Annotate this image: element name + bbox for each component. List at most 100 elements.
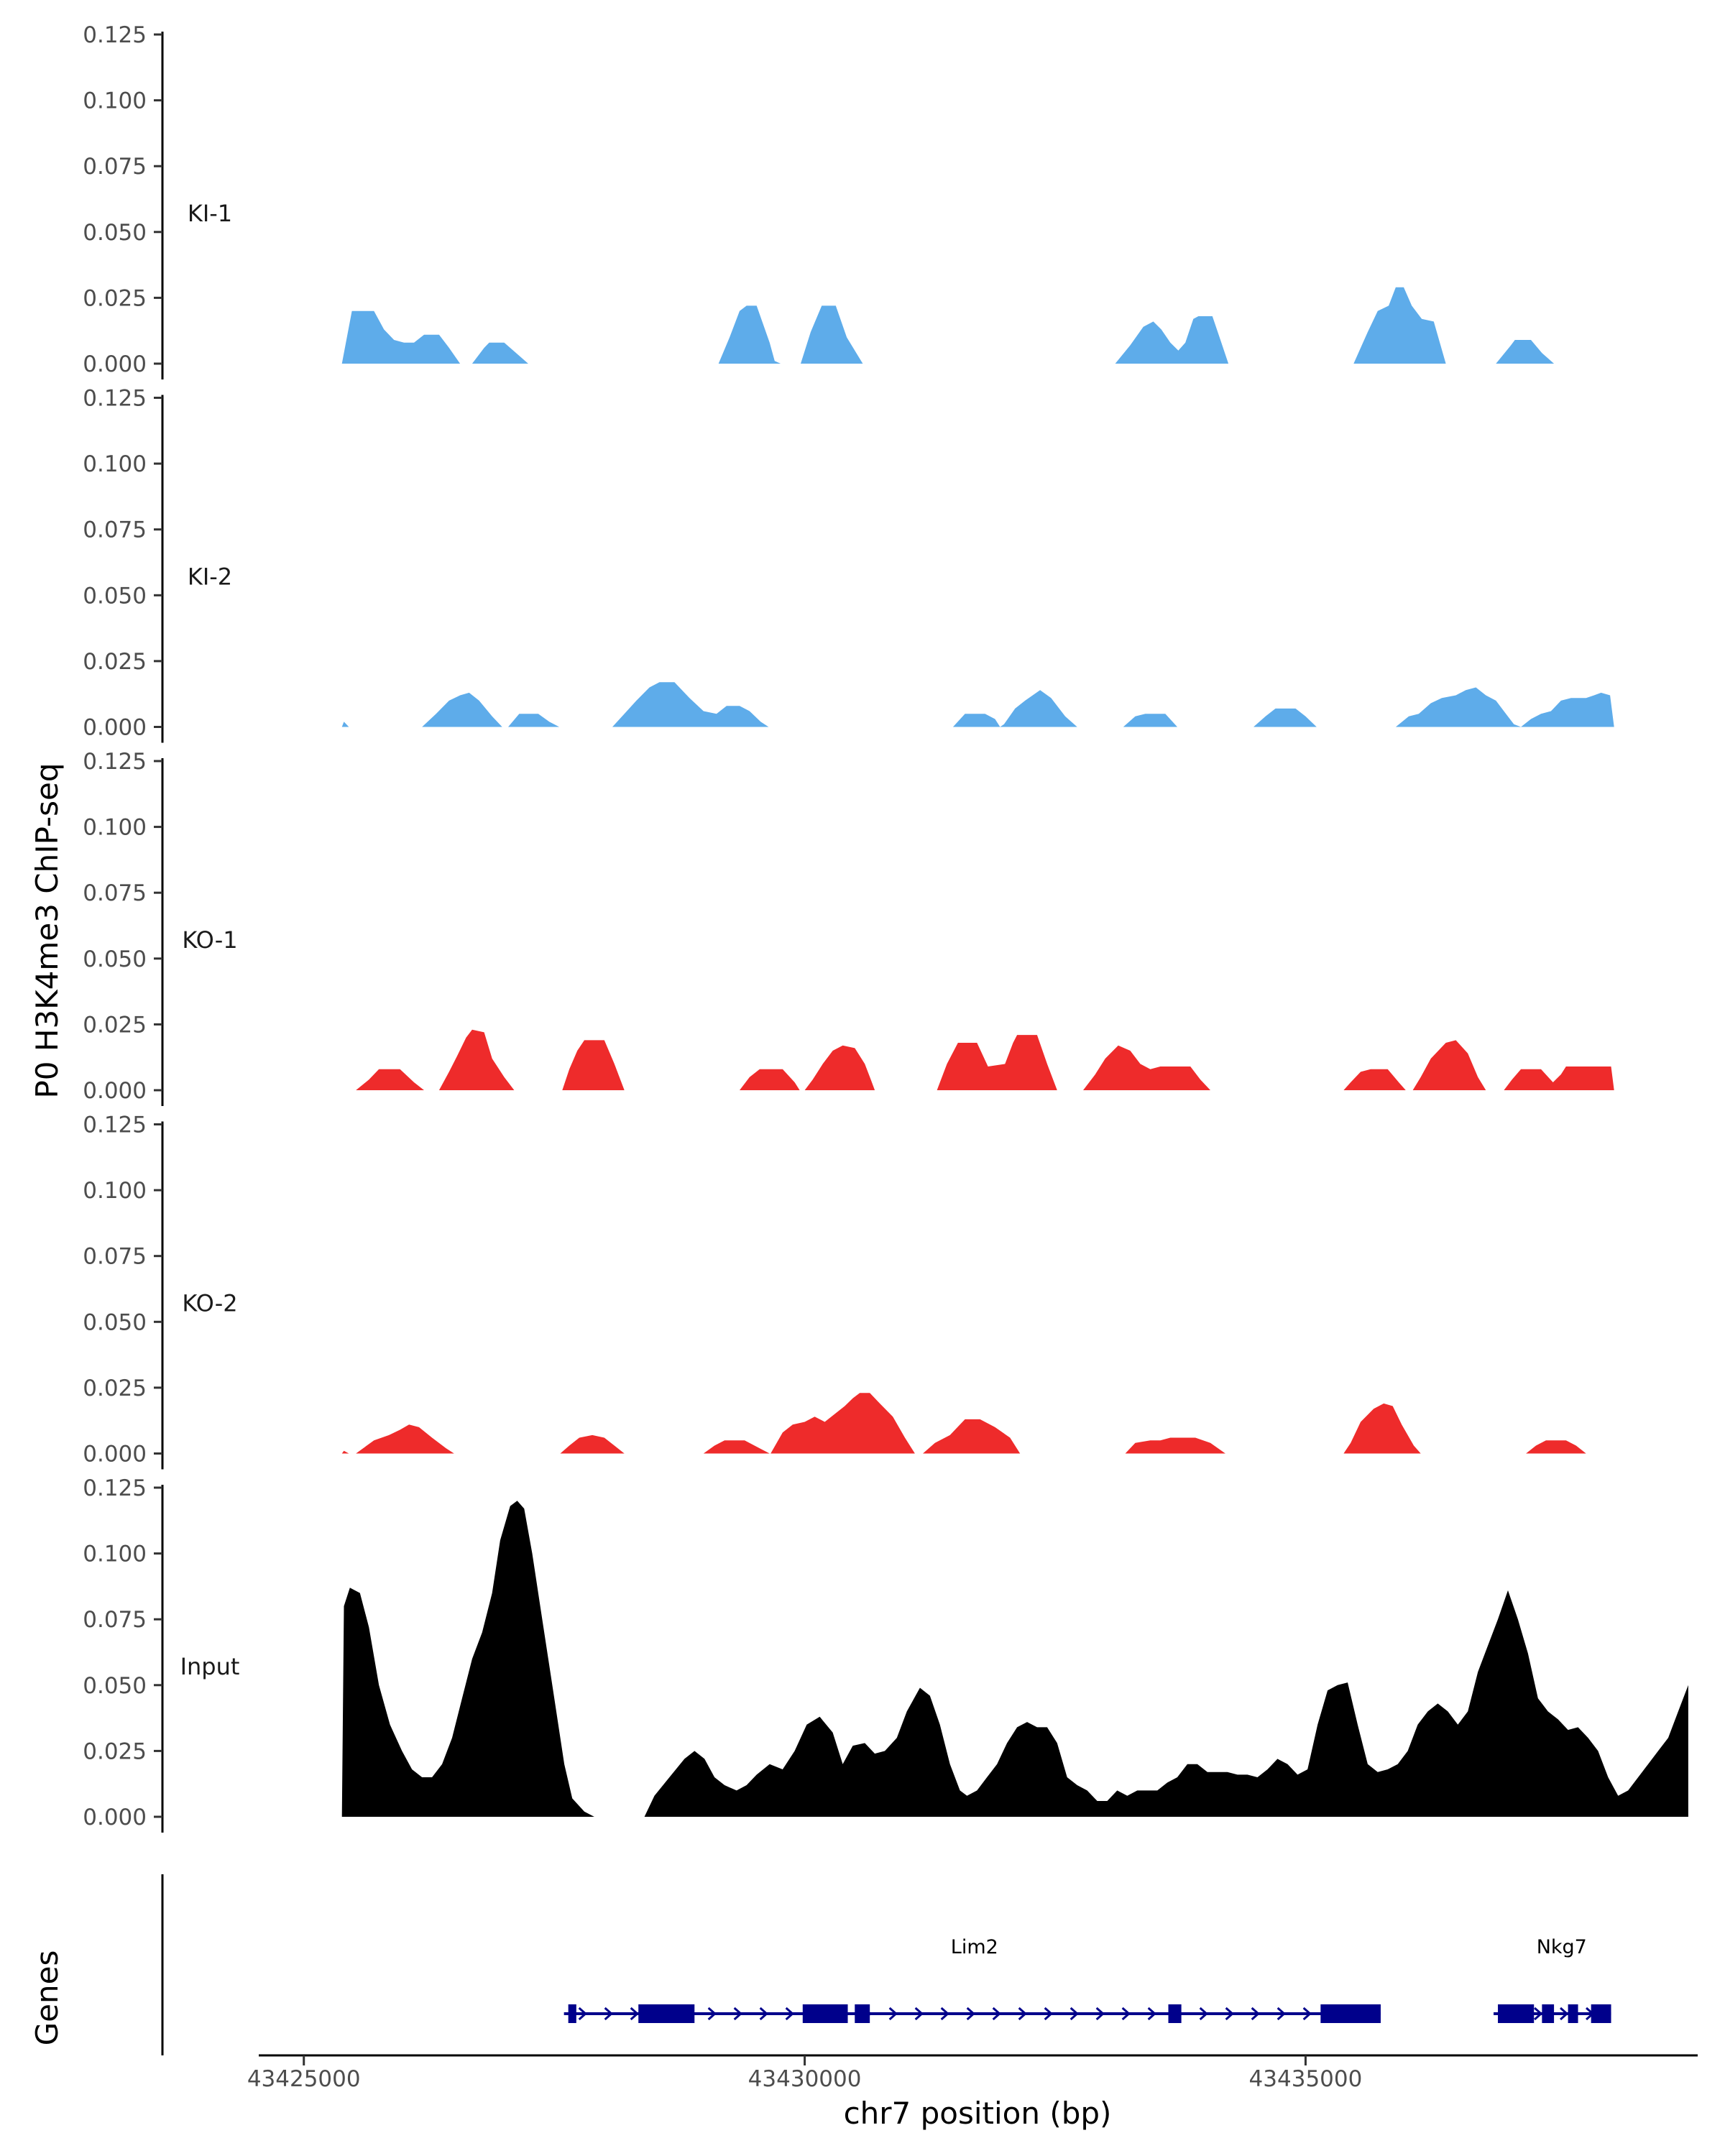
y-tick-label: 0.125 bbox=[83, 386, 147, 412]
y-tick-label: 0.075 bbox=[83, 1244, 147, 1270]
track-ki-2: 0.000 0.025 0.050 0.075 0.100 0.125 KI-2 bbox=[83, 386, 1614, 743]
y-tick-label: 0.050 bbox=[83, 1309, 147, 1335]
strand-arrow bbox=[1534, 2007, 1543, 2021]
y-tick-label: 0.125 bbox=[83, 1475, 147, 1501]
strand-arrow bbox=[1147, 2007, 1156, 2021]
y-tick-label: 0.075 bbox=[83, 880, 147, 906]
signal-peak bbox=[1254, 708, 1317, 727]
track-ki-1: 0.000 0.025 0.050 0.075 0.100 0.125 KI-1 bbox=[83, 22, 1555, 379]
signal-peak bbox=[472, 342, 528, 364]
strand-arrow bbox=[888, 2007, 898, 2021]
gene-label: Lim2 bbox=[951, 1936, 998, 1958]
strand-arrow bbox=[630, 2007, 639, 2021]
signal-peak bbox=[356, 1424, 454, 1454]
signal-peak bbox=[1343, 1403, 1421, 1454]
signal-peak bbox=[1412, 1040, 1486, 1090]
x-tick-label: 43435000 bbox=[1249, 2066, 1363, 2092]
signal-tracks: 0.0000.0250.0500.0750.1000.125KI-10.0000… bbox=[83, 22, 1688, 1833]
strand-arrow bbox=[733, 2007, 742, 2021]
signal-peak bbox=[341, 722, 349, 727]
strand-arrow bbox=[1095, 2007, 1105, 2021]
signal-peak bbox=[804, 1045, 875, 1090]
strand-arrow bbox=[1560, 2007, 1569, 2021]
genes-axis-title: Genes bbox=[29, 1950, 65, 2046]
exon-box bbox=[1542, 2004, 1555, 2023]
y-tick-label: 0.025 bbox=[83, 285, 147, 311]
y-tick-label: 0.000 bbox=[83, 1805, 147, 1830]
track-ko-2: 0.000 0.025 0.050 0.075 0.100 0.125 KO-2 bbox=[83, 1112, 1586, 1470]
y-tick-label: 0.125 bbox=[83, 22, 147, 48]
strand-arrow bbox=[1121, 2007, 1131, 2021]
exon-box bbox=[1591, 2004, 1611, 2023]
exon-box bbox=[1320, 2004, 1381, 2023]
y-tick-label: 0.025 bbox=[83, 649, 147, 675]
signal-peak bbox=[952, 690, 1077, 727]
y-tick-label: 0.000 bbox=[83, 715, 147, 741]
x-tick-label: 43430000 bbox=[748, 2066, 862, 2092]
y-tick-label: 0.100 bbox=[83, 1542, 147, 1567]
y-tick-label: 0.100 bbox=[83, 1178, 147, 1204]
signal-peak bbox=[801, 305, 863, 364]
x-axis-title: chr7 position (bp) bbox=[844, 2096, 1112, 2131]
track-label: KO-2 bbox=[182, 1290, 237, 1317]
y-tick-label: 0.075 bbox=[83, 154, 147, 180]
track-label: KI-2 bbox=[188, 563, 232, 591]
y-tick-label: 0.050 bbox=[83, 1673, 147, 1699]
signal-peak bbox=[937, 1035, 1057, 1090]
signal-peak bbox=[1115, 316, 1229, 364]
gene-label: Nkg7 bbox=[1537, 1936, 1587, 1958]
y-tick-label: 0.100 bbox=[83, 451, 147, 477]
y-tick-label: 0.025 bbox=[83, 1012, 147, 1038]
strand-arrow bbox=[1251, 2007, 1260, 2021]
strand-arrow bbox=[1044, 2007, 1053, 2021]
signal-peak bbox=[718, 305, 781, 364]
signal-peak bbox=[644, 1590, 1688, 1817]
signal-peak bbox=[1526, 1440, 1586, 1454]
exon-box bbox=[638, 2004, 695, 2023]
y-tick-label: 0.050 bbox=[83, 220, 147, 246]
strand-arrow bbox=[1302, 2007, 1312, 2021]
x-axis: 43425000 43430000 43435000 bbox=[247, 2054, 1698, 2092]
strand-arrow bbox=[785, 2007, 794, 2021]
exon-box bbox=[855, 2004, 870, 2023]
signal-peak bbox=[508, 714, 560, 727]
signal-peak bbox=[562, 1040, 625, 1090]
y-tick-label: 0.100 bbox=[83, 815, 147, 841]
exon-box bbox=[1498, 2004, 1535, 2023]
signal-peak bbox=[560, 1434, 625, 1454]
signal-peak bbox=[1083, 1045, 1210, 1090]
track-label: KO-1 bbox=[182, 926, 237, 954]
strand-arrow bbox=[940, 2007, 949, 2021]
y-tick-label: 0.125 bbox=[83, 749, 147, 775]
signal-peak bbox=[740, 1069, 800, 1090]
gene-track: Lim2 Nkg7 bbox=[161, 1874, 1611, 2055]
y-tick-label: 0.100 bbox=[83, 88, 147, 114]
signal-peak bbox=[356, 1069, 424, 1090]
strand-arrow bbox=[1070, 2007, 1079, 2021]
y-tick-label: 0.000 bbox=[83, 1078, 147, 1104]
strand-arrow bbox=[707, 2007, 717, 2021]
gene-lim2: Lim2 bbox=[564, 1936, 1381, 2023]
signal-peak bbox=[438, 1029, 515, 1090]
signal-peak bbox=[703, 1440, 770, 1454]
exon-box bbox=[1568, 2004, 1578, 2023]
strand-arrow bbox=[1225, 2007, 1234, 2021]
x-tick-label: 43425000 bbox=[247, 2066, 361, 2092]
strand-arrow bbox=[1276, 2007, 1286, 2021]
strand-arrow bbox=[966, 2007, 975, 2021]
track-input: 0.000 0.025 0.050 0.075 0.100 0.125 Input bbox=[83, 1475, 1688, 1833]
y-tick-label: 0.000 bbox=[83, 351, 147, 377]
signal-peak bbox=[1395, 687, 1614, 727]
y-tick-label: 0.125 bbox=[83, 1112, 147, 1138]
y-tick-label: 0.025 bbox=[83, 1738, 147, 1764]
track-ko-1: 0.000 0.025 0.050 0.075 0.100 0.125 KO-1 bbox=[83, 749, 1614, 1106]
signal-peak bbox=[1504, 1067, 1614, 1090]
y-axis-title: P0 H3K4me3 ChIP-seq bbox=[29, 763, 65, 1098]
exon-box bbox=[1168, 2004, 1182, 2023]
strand-arrow bbox=[992, 2007, 1001, 2021]
exon-box bbox=[568, 2004, 576, 2023]
signal-peak bbox=[770, 1393, 915, 1454]
strand-arrow bbox=[914, 2007, 924, 2021]
strand-arrow bbox=[1018, 2007, 1027, 2021]
